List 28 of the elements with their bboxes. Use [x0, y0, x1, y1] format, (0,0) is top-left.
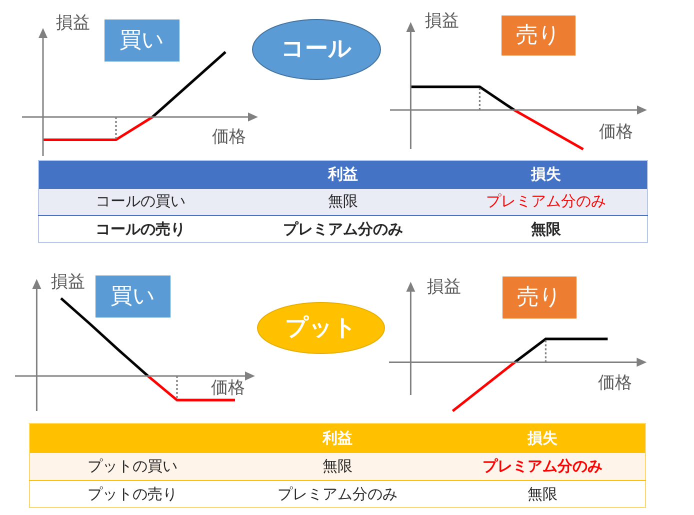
x-axis-title: 価格	[211, 378, 245, 398]
y-axis-title: 損益	[51, 272, 85, 292]
text: 無限	[528, 484, 558, 502]
text: プレミアム分のみ	[482, 456, 603, 475]
text: プレミアム分のみ	[277, 484, 398, 502]
chart-title: 売り	[516, 23, 561, 48]
y-axis-title: 損益	[425, 11, 459, 31]
category-label: コールの売り	[95, 220, 186, 238]
category-label: コールの買い	[95, 192, 186, 210]
chart-title: 買い	[110, 284, 156, 309]
x-axis-title: 価格	[599, 122, 633, 142]
x-axis-title: 価格	[598, 373, 632, 393]
category-label: 損失	[440, 424, 646, 452]
category-label: 損失	[444, 160, 648, 188]
y-axis-title: 損益	[56, 13, 90, 33]
chart-title: 売り	[517, 285, 562, 310]
category-label: 利益	[234, 424, 440, 452]
text: 無限	[530, 220, 561, 238]
text: 無限	[328, 192, 358, 210]
chart-title: 買い	[120, 28, 164, 53]
text: プレミアム分のみ	[486, 192, 606, 210]
x-axis-title: 価格	[212, 127, 246, 147]
category-label: 利益	[242, 160, 444, 188]
text: プレミアム分のみ	[283, 220, 403, 238]
text: 無限	[322, 456, 352, 475]
y-axis-title: 損益	[427, 277, 461, 297]
category-label: プットの売り	[87, 484, 178, 502]
category-label: プットの買い	[87, 456, 178, 475]
